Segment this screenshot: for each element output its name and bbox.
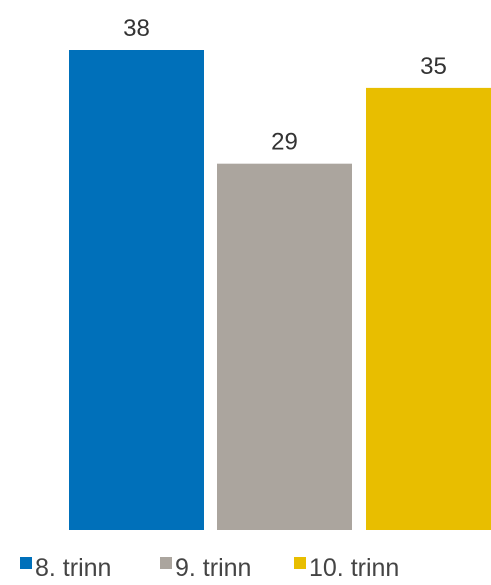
bar-1 [69,50,204,530]
legend-label-1: 8. trinn [35,554,111,582]
plot-area [69,50,491,530]
legend-swatch-1 [20,557,32,569]
legend: 8. trinn 9. trinn 10. trinn [20,554,399,582]
data-label-3: 35 [420,53,447,80]
legend-swatch-3 [294,557,306,569]
data-label-1: 38 [123,15,150,42]
legend-label-3: 10. trinn [309,554,399,582]
data-labels: 38 29 35 [123,15,447,156]
legend-label-2: 9. trinn [175,554,251,582]
bar-3 [366,87,491,530]
data-label-2: 29 [271,129,298,156]
bar-2 [217,163,352,530]
legend-swatch-2 [160,557,172,569]
